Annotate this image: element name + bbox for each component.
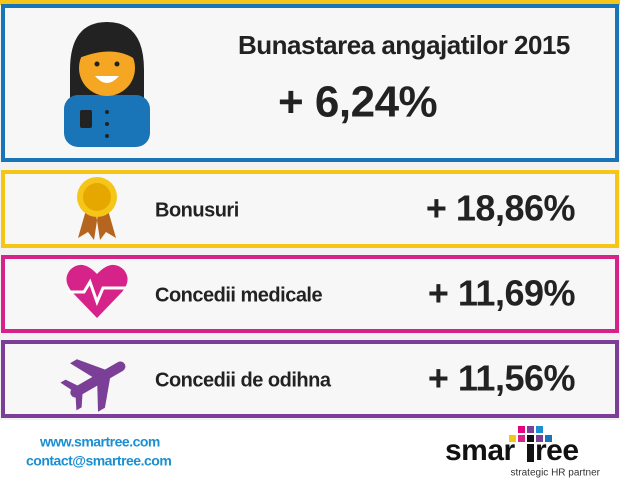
item-value: + 11,56% — [428, 358, 576, 399]
item-label: Concedii medicale — [155, 284, 322, 306]
top-strip — [0, 0, 620, 5]
header-title: Bunastarea angajatilor 2015 — [238, 30, 570, 60]
logo-tagline: strategic HR partner — [511, 468, 601, 479]
avatar-icon — [64, 22, 150, 147]
item-label: Concedii de odihna — [155, 369, 332, 391]
website-link[interactable]: www.smartree.com — [39, 434, 160, 450]
airplane-icon — [60, 359, 126, 412]
item-value: + 18,86% — [426, 188, 576, 229]
footer — [0, 420, 620, 484]
header-value: + 6,24% — [278, 78, 437, 127]
logo-right: ree — [535, 434, 579, 467]
heart-icon — [66, 264, 128, 318]
medal-icon — [77, 177, 117, 240]
logo-left: smar — [445, 434, 516, 467]
logo-tree-icon — [509, 426, 552, 462]
email-link[interactable]: contact@smartree.com — [26, 453, 172, 469]
item-value: + 11,69% — [428, 273, 576, 314]
item-label: Bonusuri — [155, 199, 239, 221]
